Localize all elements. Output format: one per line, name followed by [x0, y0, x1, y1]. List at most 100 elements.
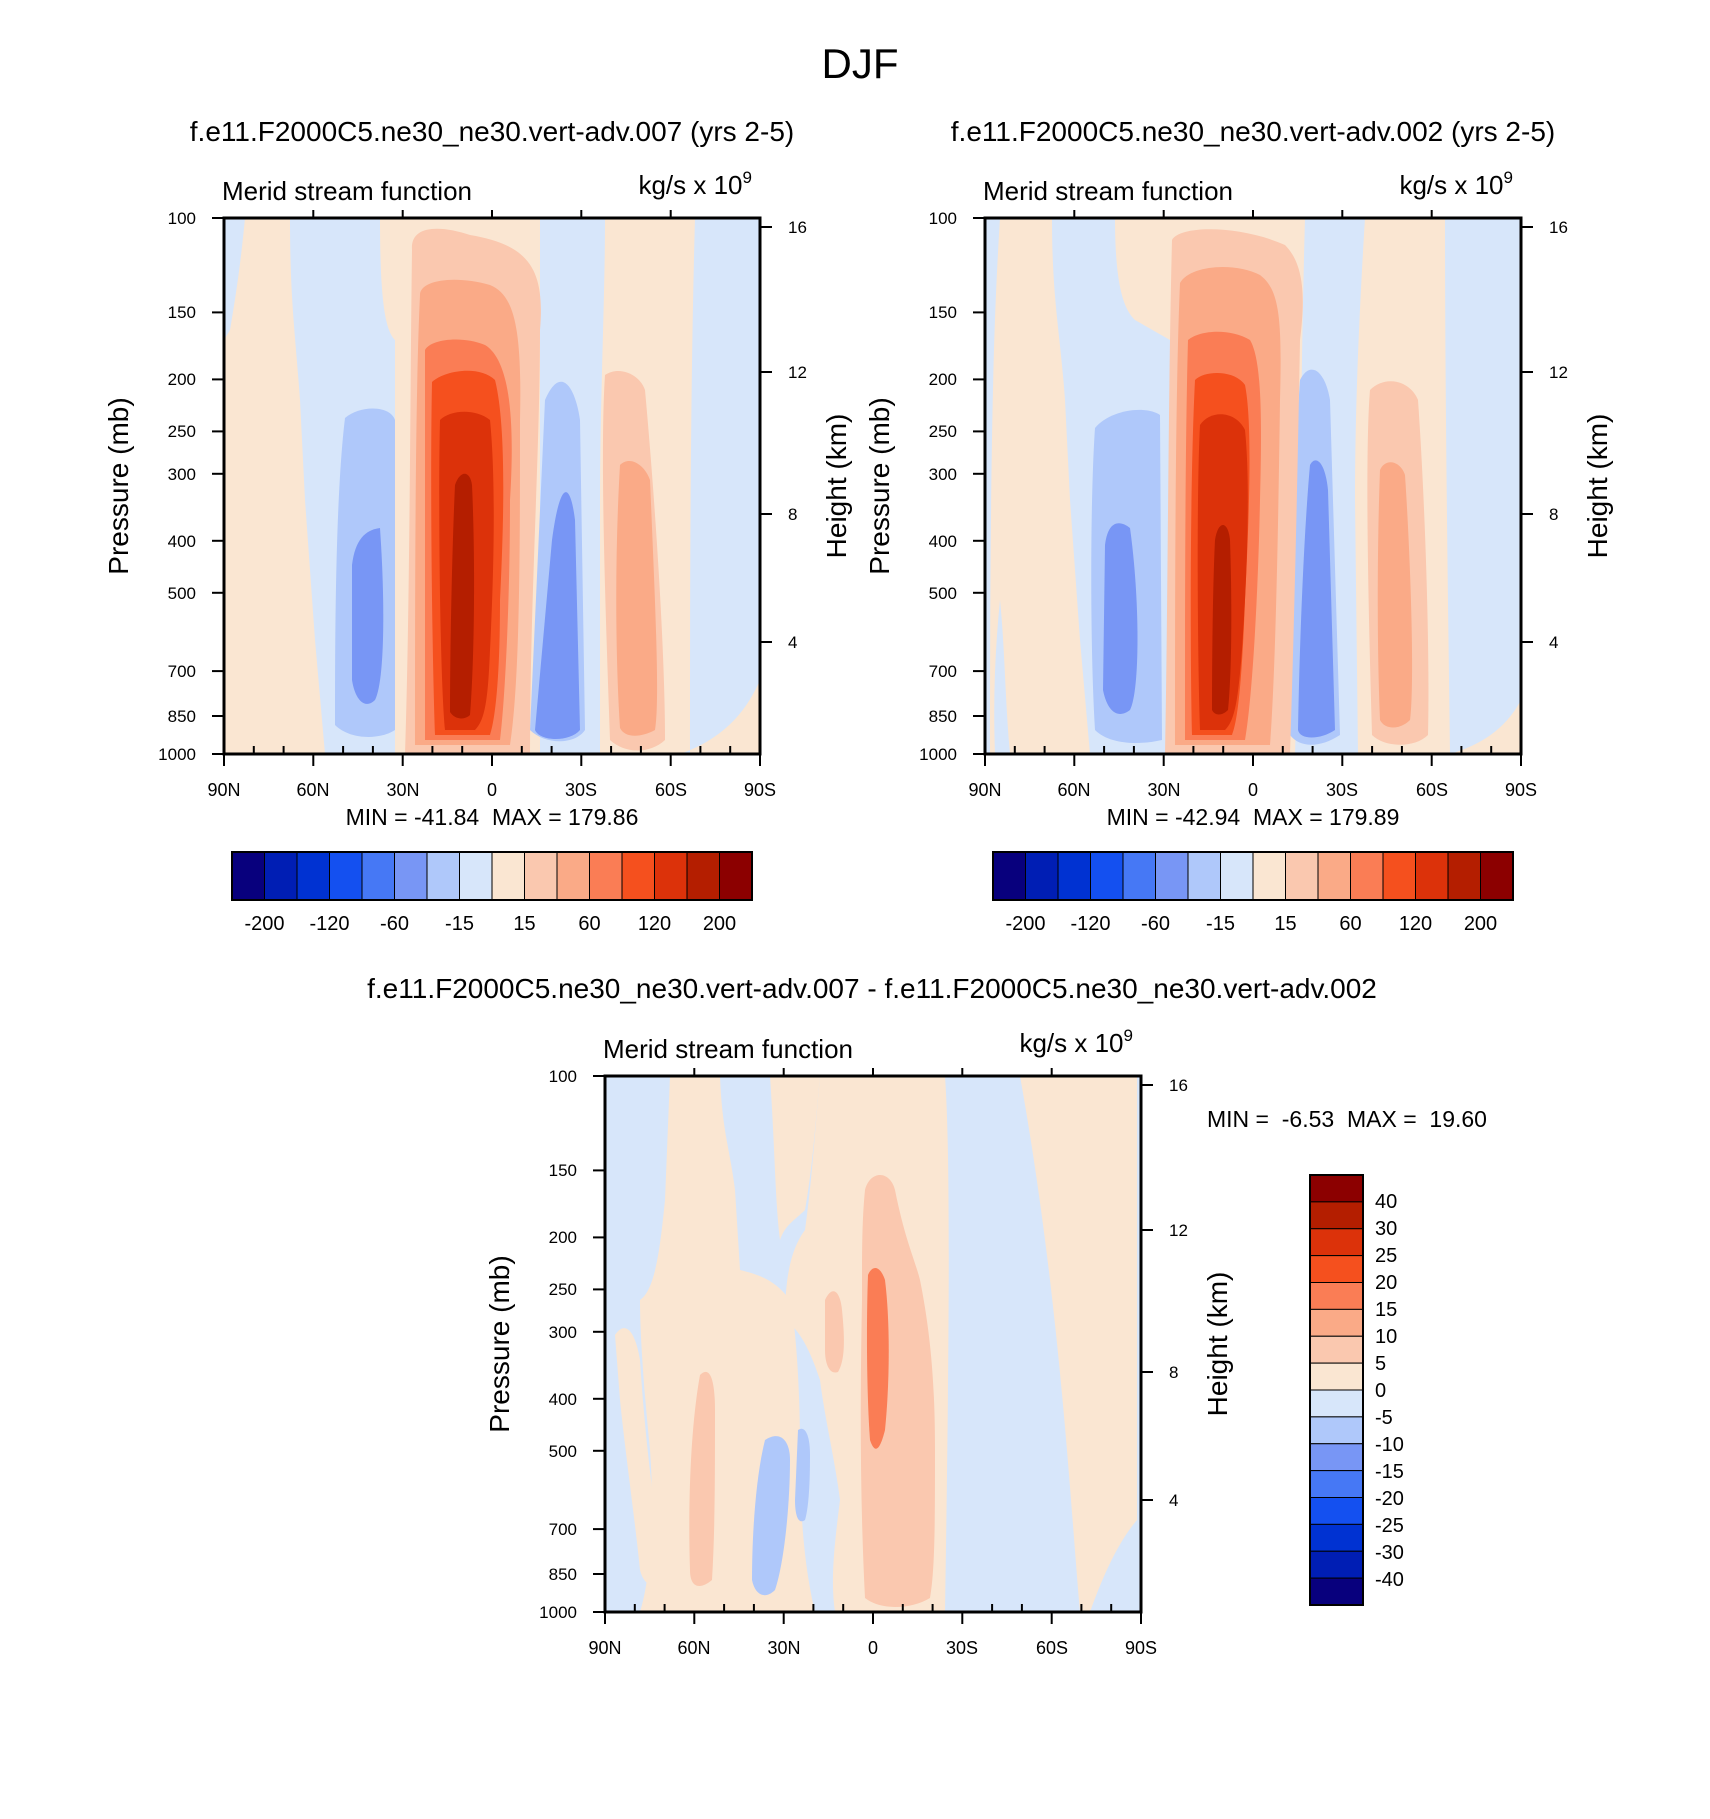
- colorbar-label: 120: [1399, 913, 1432, 935]
- y-tick-label: 500: [929, 584, 957, 603]
- y-axis-label: Pressure (mb): [864, 397, 895, 574]
- y-tick-label: 200: [929, 370, 957, 389]
- y2-axis-label: Height (km): [821, 414, 852, 559]
- y-tick-label: 400: [168, 532, 196, 551]
- contour-field: [985, 218, 1521, 754]
- colorbar-frame: [231, 851, 753, 901]
- right-string: kg/s x 109: [1019, 1026, 1133, 1058]
- colorbar-swatch: [1309, 1362, 1364, 1391]
- y2-tick-label: 12: [1549, 363, 1568, 382]
- colorbar-swatch: [1309, 1389, 1364, 1418]
- y-tick-label: 400: [929, 532, 957, 551]
- colorbar-swatch: [1317, 851, 1351, 901]
- x-tick-label: 30S: [946, 1638, 978, 1658]
- colorbar-swatch: [329, 851, 363, 901]
- minor-ticks: [593, 1068, 1153, 1624]
- y2-tick-label: 8: [1549, 505, 1558, 524]
- x-tick-label: 30N: [1147, 780, 1180, 800]
- y-tick-label: 850: [929, 707, 957, 726]
- y-tick-label: 150: [929, 303, 957, 322]
- x-tick-label: 90N: [968, 780, 1001, 800]
- colorbar-swatch: [426, 851, 460, 901]
- colorbar-label: 60: [1339, 913, 1361, 935]
- colorbar-label: 15: [1274, 913, 1296, 935]
- colorbar-swatch: [459, 851, 493, 901]
- colorbar-swatch: [1025, 851, 1059, 901]
- x-tick-label: 60N: [296, 780, 329, 800]
- y2-tick-label: 8: [788, 505, 797, 524]
- y-tick-label: 100: [168, 209, 196, 228]
- x-tick-label: 60S: [1416, 780, 1448, 800]
- panel-top-right: f.e11.F2000C5.ne30_ne30.vert-adv.002 (yr…: [864, 116, 1613, 935]
- y-tick-label: 250: [929, 422, 957, 441]
- y2-tick-label: 16: [1549, 218, 1568, 237]
- figure-title: DJF: [822, 40, 899, 87]
- stats-label: MIN = -41.84 MAX = 179.86: [346, 804, 639, 830]
- colorbar-swatch: [231, 851, 265, 901]
- colorbar-swatch: [491, 851, 525, 901]
- colorbar-swatch: [296, 851, 330, 901]
- colorbar-swatch: [1309, 1443, 1364, 1472]
- colorbar-swatch: [686, 851, 720, 901]
- colorbar-label: 40: [1375, 1191, 1397, 1213]
- colorbar-swatch: [654, 851, 688, 901]
- x-tick-label: 60S: [655, 780, 687, 800]
- x-tick-label: 0: [487, 780, 497, 800]
- colorbar-vertical: 40 30 25 20 15 10 5 0 -5 -10 -15 -20 -25…: [1309, 1174, 1404, 1606]
- colorbar-swatch: [1309, 1335, 1364, 1364]
- y-axis-label: Pressure (mb): [484, 1255, 515, 1432]
- y2-tick-label: 16: [788, 218, 807, 237]
- colorbar-label: 60: [578, 913, 600, 935]
- x-tick-label: 90N: [207, 780, 240, 800]
- colorbar-swatch: [1309, 1174, 1364, 1203]
- colorbar-swatch: [1309, 1550, 1364, 1579]
- colorbar-swatch: [1309, 1470, 1364, 1498]
- y-tick-label: 100: [549, 1067, 577, 1086]
- x-tick-label: 30S: [1326, 780, 1358, 800]
- colorbar-label: -200: [1005, 913, 1045, 935]
- contour-field: [224, 218, 760, 754]
- y2-axis-label: Height (km): [1582, 414, 1613, 559]
- y2-tick-label: 4: [1169, 1491, 1178, 1510]
- colorbar-label: 30: [1375, 1218, 1397, 1240]
- colorbar-label: 25: [1375, 1245, 1397, 1267]
- y2-axis-label: Height (km): [1202, 1272, 1233, 1417]
- colorbar-label: -15: [1206, 913, 1235, 935]
- colorbar-label: -120: [1070, 913, 1110, 935]
- colorbar-label: -60: [1141, 913, 1170, 935]
- y-tick-label: 850: [549, 1565, 577, 1584]
- colorbar-label: -25: [1375, 1515, 1404, 1537]
- colorbar-swatch: [1309, 1282, 1364, 1310]
- y-tick-label: 100: [929, 209, 957, 228]
- colorbar-label: -30: [1375, 1542, 1404, 1564]
- colorbar-swatch: [1252, 851, 1286, 901]
- y-tick-label: 400: [549, 1390, 577, 1409]
- colorbar-swatch: [556, 851, 590, 901]
- colorbar-swatch: [394, 851, 428, 901]
- colorbar-swatch: [992, 851, 1026, 901]
- colorbar-swatch: [1220, 851, 1254, 901]
- x-tick-label: 0: [868, 1638, 878, 1658]
- x-tick-label: 90S: [1125, 1638, 1157, 1658]
- colorbar-swatch: [1122, 851, 1156, 901]
- colorbar-label: 5: [1375, 1353, 1386, 1375]
- y2-tick-label: 16: [1169, 1076, 1188, 1095]
- y-tick-label: 1000: [539, 1603, 577, 1622]
- y-tick-label: 500: [549, 1442, 577, 1461]
- colorbar-swatch: [264, 851, 298, 901]
- y-tick-label: 700: [168, 662, 196, 681]
- colorbar-label: -200: [244, 913, 284, 935]
- y-tick-label: 200: [549, 1228, 577, 1247]
- y-tick-label: 200: [168, 370, 196, 389]
- y-tick-label: 300: [929, 465, 957, 484]
- colorbar-swatch: [1309, 1577, 1364, 1606]
- x-tick-label: 30S: [565, 780, 597, 800]
- y-tick-label: 500: [168, 584, 196, 603]
- y-tick-label: 300: [549, 1323, 577, 1342]
- colorbar-label: -40: [1375, 1569, 1404, 1591]
- colorbar-swatch: [1309, 1497, 1364, 1525]
- x-tick-label: 90S: [1505, 780, 1537, 800]
- colorbar-swatch: [1447, 851, 1481, 901]
- panel-top-left: f.e11.F2000C5.ne30_ne30.vert-adv.007 (yr…: [103, 116, 852, 935]
